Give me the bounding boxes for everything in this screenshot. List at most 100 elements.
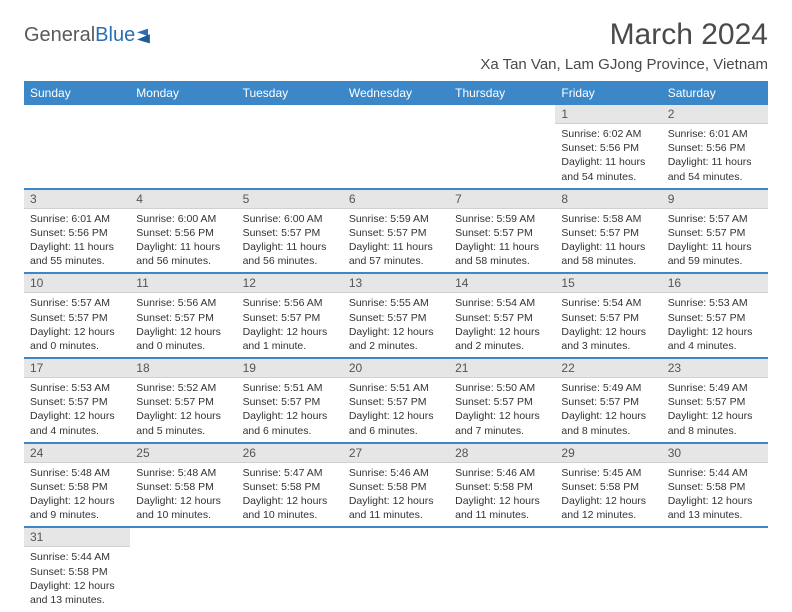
daylight-line: Daylight: 11 hours and 58 minutes.: [455, 240, 549, 268]
daylight-line: Daylight: 11 hours and 56 minutes.: [243, 240, 337, 268]
day-content: Sunrise: 5:45 AMSunset: 5:58 PMDaylight:…: [555, 463, 661, 527]
sunrise-line: Sunrise: 5:47 AM: [243, 466, 337, 480]
sunrise-line: Sunrise: 5:50 AM: [455, 381, 549, 395]
day-number: 2: [662, 105, 768, 124]
day-content: Sunrise: 5:53 AMSunset: 5:57 PMDaylight:…: [24, 378, 130, 442]
daylight-line: Daylight: 12 hours and 11 minutes.: [455, 494, 549, 522]
sunset-line: Sunset: 5:57 PM: [455, 311, 549, 325]
calendar-cell: 2Sunrise: 6:01 AMSunset: 5:56 PMDaylight…: [662, 105, 768, 189]
daylight-line: Daylight: 12 hours and 11 minutes.: [349, 494, 443, 522]
daylight-line: Daylight: 12 hours and 9 minutes.: [30, 494, 124, 522]
header: GeneralBlue March 2024 Xa Tan Van, Lam G…: [24, 18, 768, 73]
day-number: 19: [237, 359, 343, 378]
weekday-header: Sunday: [24, 81, 130, 105]
daylight-line: Daylight: 11 hours and 54 minutes.: [668, 155, 762, 183]
day-content: Sunrise: 5:53 AMSunset: 5:57 PMDaylight:…: [662, 293, 768, 357]
calendar-cell: 6Sunrise: 5:59 AMSunset: 5:57 PMDaylight…: [343, 189, 449, 274]
calendar-table: SundayMondayTuesdayWednesdayThursdayFrid…: [24, 81, 768, 611]
day-content: Sunrise: 5:57 AMSunset: 5:57 PMDaylight:…: [24, 293, 130, 357]
daylight-line: Daylight: 11 hours and 55 minutes.: [30, 240, 124, 268]
calendar-row: 17Sunrise: 5:53 AMSunset: 5:57 PMDayligh…: [24, 358, 768, 443]
calendar-cell: 29Sunrise: 5:45 AMSunset: 5:58 PMDayligh…: [555, 443, 661, 528]
day-content: Sunrise: 5:55 AMSunset: 5:57 PMDaylight:…: [343, 293, 449, 357]
daylight-line: Daylight: 11 hours and 56 minutes.: [136, 240, 230, 268]
day-number: 30: [662, 444, 768, 463]
day-content: Sunrise: 5:50 AMSunset: 5:57 PMDaylight:…: [449, 378, 555, 442]
calendar-cell: 4Sunrise: 6:00 AMSunset: 5:56 PMDaylight…: [130, 189, 236, 274]
sunset-line: Sunset: 5:56 PM: [136, 226, 230, 240]
day-number: 12: [237, 274, 343, 293]
day-content: Sunrise: 5:59 AMSunset: 5:57 PMDaylight:…: [343, 209, 449, 273]
sunset-line: Sunset: 5:58 PM: [455, 480, 549, 494]
day-number: 27: [343, 444, 449, 463]
calendar-cell: 27Sunrise: 5:46 AMSunset: 5:58 PMDayligh…: [343, 443, 449, 528]
daylight-line: Daylight: 11 hours and 58 minutes.: [561, 240, 655, 268]
weekday-header: Saturday: [662, 81, 768, 105]
title-block: March 2024 Xa Tan Van, Lam GJong Provinc…: [480, 18, 768, 73]
day-number: 16: [662, 274, 768, 293]
day-content: Sunrise: 5:46 AMSunset: 5:58 PMDaylight:…: [343, 463, 449, 527]
sunrise-line: Sunrise: 5:51 AM: [349, 381, 443, 395]
daylight-line: Daylight: 12 hours and 6 minutes.: [349, 409, 443, 437]
calendar-cell: 28Sunrise: 5:46 AMSunset: 5:58 PMDayligh…: [449, 443, 555, 528]
logo: GeneralBlue: [24, 24, 159, 47]
sunrise-line: Sunrise: 5:56 AM: [136, 296, 230, 310]
sunrise-line: Sunrise: 5:56 AM: [243, 296, 337, 310]
day-content: Sunrise: 6:00 AMSunset: 5:56 PMDaylight:…: [130, 209, 236, 273]
day-content: Sunrise: 5:49 AMSunset: 5:57 PMDaylight:…: [662, 378, 768, 442]
calendar-cell: 31Sunrise: 5:44 AMSunset: 5:58 PMDayligh…: [24, 527, 130, 611]
day-number: 29: [555, 444, 661, 463]
calendar-cell: [24, 105, 130, 189]
sunrise-line: Sunrise: 5:52 AM: [136, 381, 230, 395]
day-content: Sunrise: 5:59 AMSunset: 5:57 PMDaylight:…: [449, 209, 555, 273]
calendar-cell: 18Sunrise: 5:52 AMSunset: 5:57 PMDayligh…: [130, 358, 236, 443]
daylight-line: Daylight: 11 hours and 59 minutes.: [668, 240, 762, 268]
calendar-row: 1Sunrise: 6:02 AMSunset: 5:56 PMDaylight…: [24, 105, 768, 189]
sunrise-line: Sunrise: 6:01 AM: [30, 212, 124, 226]
sunrise-line: Sunrise: 5:57 AM: [30, 296, 124, 310]
sunrise-line: Sunrise: 5:49 AM: [561, 381, 655, 395]
calendar-cell: 12Sunrise: 5:56 AMSunset: 5:57 PMDayligh…: [237, 273, 343, 358]
calendar-cell: [555, 527, 661, 611]
calendar-cell: 13Sunrise: 5:55 AMSunset: 5:57 PMDayligh…: [343, 273, 449, 358]
day-content: Sunrise: 5:48 AMSunset: 5:58 PMDaylight:…: [130, 463, 236, 527]
calendar-cell: 1Sunrise: 6:02 AMSunset: 5:56 PMDaylight…: [555, 105, 661, 189]
daylight-line: Daylight: 12 hours and 2 minutes.: [455, 325, 549, 353]
weekday-header: Monday: [130, 81, 236, 105]
day-content: Sunrise: 6:00 AMSunset: 5:57 PMDaylight:…: [237, 209, 343, 273]
daylight-line: Daylight: 12 hours and 2 minutes.: [349, 325, 443, 353]
daylight-line: Daylight: 12 hours and 8 minutes.: [668, 409, 762, 437]
sunrise-line: Sunrise: 5:46 AM: [455, 466, 549, 480]
day-content: Sunrise: 5:46 AMSunset: 5:58 PMDaylight:…: [449, 463, 555, 527]
sunrise-line: Sunrise: 5:53 AM: [30, 381, 124, 395]
calendar-cell: [662, 527, 768, 611]
sunrise-line: Sunrise: 5:54 AM: [455, 296, 549, 310]
calendar-cell: 11Sunrise: 5:56 AMSunset: 5:57 PMDayligh…: [130, 273, 236, 358]
sunset-line: Sunset: 5:56 PM: [561, 141, 655, 155]
calendar-body: 1Sunrise: 6:02 AMSunset: 5:56 PMDaylight…: [24, 105, 768, 611]
calendar-cell: [237, 105, 343, 189]
day-number: 5: [237, 190, 343, 209]
sunset-line: Sunset: 5:57 PM: [30, 311, 124, 325]
day-number: 7: [449, 190, 555, 209]
sunset-line: Sunset: 5:57 PM: [349, 226, 443, 240]
day-content: Sunrise: 5:48 AMSunset: 5:58 PMDaylight:…: [24, 463, 130, 527]
calendar-cell: [130, 527, 236, 611]
daylight-line: Daylight: 12 hours and 4 minutes.: [668, 325, 762, 353]
month-title: March 2024: [480, 18, 768, 52]
day-content: Sunrise: 6:01 AMSunset: 5:56 PMDaylight:…: [24, 209, 130, 273]
day-number: 20: [343, 359, 449, 378]
calendar-cell: 23Sunrise: 5:49 AMSunset: 5:57 PMDayligh…: [662, 358, 768, 443]
day-number: 25: [130, 444, 236, 463]
calendar-cell: 10Sunrise: 5:57 AMSunset: 5:57 PMDayligh…: [24, 273, 130, 358]
sunset-line: Sunset: 5:57 PM: [136, 395, 230, 409]
daylight-line: Daylight: 12 hours and 6 minutes.: [243, 409, 337, 437]
day-number: 11: [130, 274, 236, 293]
sunrise-line: Sunrise: 5:53 AM: [668, 296, 762, 310]
sunrise-line: Sunrise: 5:44 AM: [668, 466, 762, 480]
daylight-line: Daylight: 11 hours and 54 minutes.: [561, 155, 655, 183]
calendar-cell: [449, 105, 555, 189]
day-content: Sunrise: 5:58 AMSunset: 5:57 PMDaylight:…: [555, 209, 661, 273]
sunrise-line: Sunrise: 5:45 AM: [561, 466, 655, 480]
calendar-cell: [343, 527, 449, 611]
